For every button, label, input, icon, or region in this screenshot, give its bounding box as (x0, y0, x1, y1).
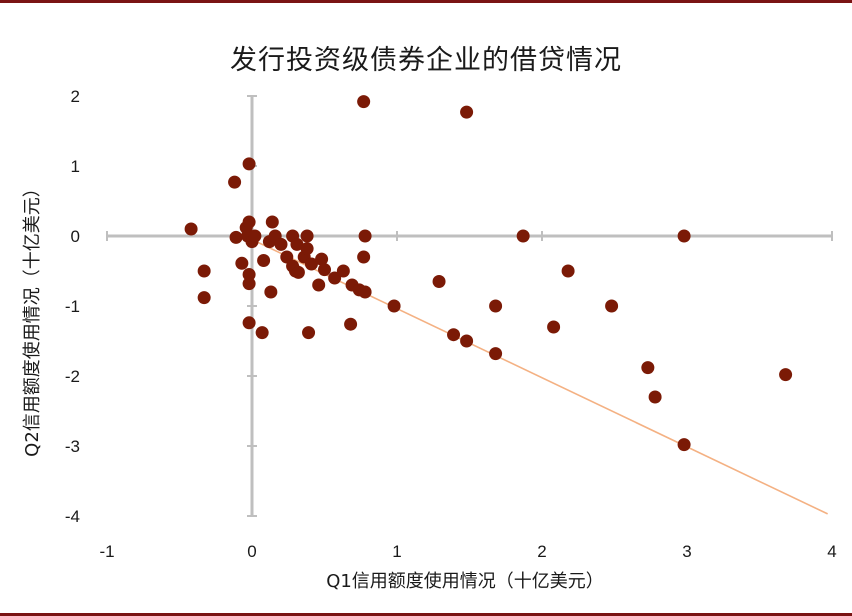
data-point (197, 264, 211, 278)
data-point (274, 237, 288, 251)
y-tick-label: 1 (71, 157, 80, 176)
data-point (242, 316, 256, 330)
data-point (304, 257, 318, 271)
data-point (248, 229, 262, 243)
data-point (648, 390, 662, 404)
data-point (605, 299, 619, 313)
data-point (561, 264, 575, 278)
data-point (300, 229, 314, 243)
chart-title: 发行投资级债券企业的借贷情况 (230, 45, 622, 76)
data-point (255, 326, 269, 340)
x-axis-title: Q1信用额度使用情况（十亿美元） (326, 571, 604, 592)
data-point (344, 317, 358, 331)
data-point (302, 326, 316, 340)
data-point (432, 275, 446, 288)
data-point (489, 299, 503, 313)
data-point (300, 242, 314, 256)
data-point (315, 252, 329, 266)
data-point (677, 438, 691, 452)
data-point (516, 229, 530, 243)
y-tick-label: -4 (65, 507, 80, 526)
data-point (358, 229, 372, 243)
data-point (312, 278, 326, 292)
y-axis-title: Q2信用额度使用情况（十亿美元） (22, 179, 43, 457)
y-tick-labels: 2 1 0 -1 -2 -3 -4 (65, 87, 80, 526)
data-point (357, 250, 371, 264)
y-tick-label: 0 (71, 227, 80, 246)
data-point (291, 265, 305, 279)
x-tick-label: 4 (827, 542, 836, 561)
data-point (460, 334, 474, 348)
x-tick-label: 3 (682, 542, 691, 561)
data-point (460, 105, 474, 119)
data-point (677, 229, 691, 243)
y-tick-label: -2 (65, 367, 80, 386)
data-point (547, 320, 561, 334)
data-point (328, 271, 342, 285)
axes (106, 95, 833, 517)
y-tick-label: 2 (71, 87, 80, 106)
data-point (184, 222, 198, 236)
data-point (290, 237, 304, 251)
data-point (235, 256, 249, 270)
y-tick-label: -3 (65, 437, 80, 456)
data-point (489, 347, 503, 361)
data-point (197, 291, 211, 305)
data-point (779, 368, 793, 382)
data-points (184, 95, 793, 452)
top-border (0, 0, 852, 3)
data-point (447, 328, 461, 342)
data-point (336, 264, 350, 278)
data-point (242, 157, 256, 171)
data-point (318, 263, 331, 277)
data-point (358, 285, 372, 299)
x-tick-labels: -1 0 1 2 3 4 (99, 542, 836, 561)
data-point (387, 299, 401, 313)
data-point (357, 95, 371, 109)
data-point (242, 268, 256, 281)
y-tick-label: -1 (65, 297, 80, 316)
data-point (229, 230, 243, 244)
data-point (265, 215, 279, 229)
data-point (264, 285, 278, 299)
data-point (242, 277, 256, 291)
x-tick-label: 2 (537, 542, 546, 561)
data-point (242, 215, 256, 229)
x-tick-label: 1 (392, 542, 401, 561)
data-point (228, 175, 242, 189)
data-point (641, 361, 655, 375)
x-tick-label: -1 (99, 542, 114, 561)
x-tick-label: 0 (247, 542, 256, 561)
bottom-border (0, 613, 852, 616)
data-point (257, 254, 271, 267)
